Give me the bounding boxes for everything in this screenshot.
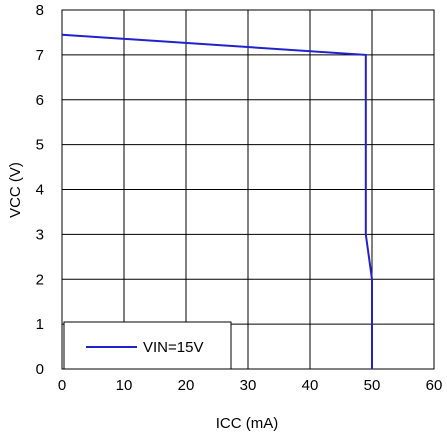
y-tick-label: 4 — [36, 182, 44, 199]
x-tick-label: 40 — [302, 377, 319, 394]
x-tick-label: 10 — [116, 377, 133, 394]
x-tick-labels: 0 10 20 30 40 50 60 — [58, 377, 443, 394]
y-tick-label: 7 — [36, 47, 44, 64]
plot-frame — [61, 9, 435, 370]
y-tick-label: 0 — [36, 361, 44, 378]
y-tick-labels: 0 1 2 3 4 5 6 7 8 — [36, 2, 44, 378]
x-axis-title: ICC (mA) — [216, 415, 279, 432]
series-layer — [61, 33, 373, 369]
x-tick-label: 60 — [426, 377, 443, 394]
grid-lines — [61, 9, 435, 370]
y-tick-label: 5 — [36, 137, 44, 154]
x-tick-label: 30 — [240, 377, 257, 394]
y-axis-title: VCC (V) — [7, 162, 24, 218]
legend: VIN=15V — [63, 321, 232, 370]
legend-label-vin-15v: VIN=15V — [143, 339, 203, 356]
x-tick-label: 50 — [364, 377, 381, 394]
x-tick-label: 0 — [58, 377, 66, 394]
series-line-0 — [61, 33, 373, 369]
y-tick-label: 2 — [36, 271, 44, 288]
y-tick-label: 8 — [36, 2, 44, 19]
x-tick-label: 20 — [178, 377, 195, 394]
y-tick-label: 1 — [36, 316, 44, 333]
legend-box — [63, 321, 232, 370]
y-tick-label: 6 — [36, 92, 44, 109]
y-tick-label: 3 — [36, 226, 44, 243]
